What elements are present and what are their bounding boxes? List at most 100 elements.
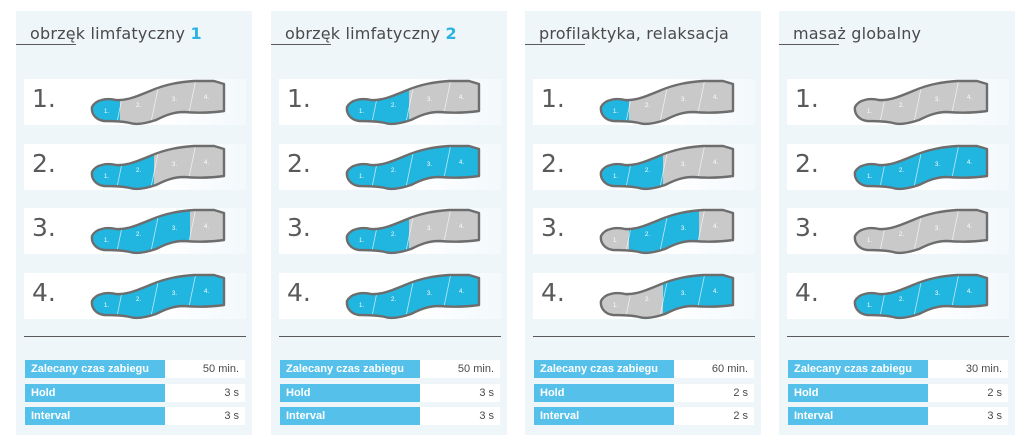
parameters-divider: [279, 336, 501, 337]
program-panel: profilaktyka, relaksacja 1. 1. 2. 3. 4. 2. 1. 2…: [525, 11, 761, 435]
zone-label: 3.: [681, 97, 686, 103]
zone-label: 1.: [104, 238, 109, 244]
parameter-value: 30 min.: [928, 360, 1008, 378]
sequence-step-row: 3. 1. 2. 3. 4.: [279, 208, 501, 255]
leg-outline: [90, 273, 226, 320]
leg-icon: 1. 2. 3. 4.: [90, 79, 226, 126]
zone-label: 4.: [967, 289, 972, 295]
zone-label: 2.: [899, 168, 904, 174]
zone-label: 1.: [613, 174, 618, 180]
panel-title-number: 1: [190, 24, 202, 43]
leg-icon: 1. 2. 3. 4.: [599, 144, 735, 191]
zone-label: 3.: [172, 226, 177, 232]
zone-label: 3.: [681, 162, 686, 168]
leg-icon: 1. 2. 3. 4.: [345, 273, 481, 320]
sequence-step-row: 2. 1. 2. 3. 4.: [787, 144, 1009, 191]
leg-zone: [699, 275, 733, 318]
program-panel: obrzęk limfatyczny 2 1. 1. 2. 3. 4. 2. 1. 2. 3. 4.…: [271, 11, 507, 435]
step-number: 2.: [795, 149, 819, 178]
step-number: 4.: [795, 278, 819, 307]
step-number: 2.: [287, 149, 311, 178]
leg-icon: 1. 2. 3. 4.: [853, 144, 989, 191]
leg-icon: 1. 2. 3. 4.: [345, 79, 481, 126]
panel-title-number: 2: [445, 24, 457, 43]
zone-label: 3.: [935, 291, 940, 297]
sequence-step-row: 3. 1. 2. 3. 4.: [533, 208, 755, 255]
step-number: 3.: [795, 213, 819, 242]
step-number: 3.: [287, 213, 311, 242]
leg-outline: [853, 273, 989, 320]
zone-label: 4.: [713, 95, 718, 101]
parameters-divider: [24, 336, 246, 337]
zone-label: 3.: [935, 97, 940, 103]
parameter-row: Zalecany czas zabiegu 30 min.: [788, 360, 1008, 378]
parameter-row: Zalecany czas zabiegu 50 min.: [280, 360, 500, 378]
zone-label: 2.: [645, 297, 650, 303]
panel-title-text: obrzęk limfatyczny: [30, 24, 186, 43]
step-number: 4.: [541, 278, 565, 307]
zone-label: 2.: [136, 232, 141, 238]
zone-label: 3.: [172, 162, 177, 168]
leg-zone: [699, 81, 733, 124]
leg-zone: [190, 210, 224, 253]
step-number: 4.: [32, 278, 56, 307]
leg-zone: [190, 81, 224, 124]
zone-label: 4.: [204, 224, 209, 230]
leg-zone: [953, 146, 987, 189]
parameter-label: Zalecany czas zabiegu: [534, 360, 674, 378]
parameter-row: Interval 2 s: [534, 407, 754, 425]
leg-outline: [90, 208, 226, 255]
title-underline: [16, 44, 76, 45]
step-number: 2.: [32, 149, 56, 178]
parameter-value: 3 s: [420, 384, 500, 402]
parameter-label: Hold: [788, 384, 928, 402]
panel-title: masaż globalny: [793, 24, 921, 43]
sequence-step-row: 2. 1. 2. 3. 4.: [279, 144, 501, 191]
leg-outline: [90, 79, 226, 126]
parameter-value: 50 min.: [165, 360, 245, 378]
leg-zone: [953, 275, 987, 318]
sequence-step-row: 4. 1. 2. 3. 4.: [787, 273, 1009, 320]
leg-icon: 1. 2. 3. 4.: [90, 208, 226, 255]
leg-icon: 1. 2. 3. 4.: [599, 79, 735, 126]
zone-label: 2.: [645, 232, 650, 238]
zone-label: 2.: [391, 168, 396, 174]
leg-icon: 1. 2. 3. 4.: [90, 273, 226, 320]
leg-icon: 1. 2. 3. 4.: [853, 273, 989, 320]
leg-outline: [599, 144, 735, 191]
leg-zone: [699, 146, 733, 189]
parameter-value: 50 min.: [420, 360, 500, 378]
zone-label: 4.: [204, 95, 209, 101]
leg-outline: [853, 79, 989, 126]
zone-label: 2.: [899, 232, 904, 238]
parameter-value: 3 s: [420, 407, 500, 425]
parameter-row: Hold 2 s: [788, 384, 1008, 402]
zone-label: 2.: [899, 103, 904, 109]
sequence-step-row: 1. 1. 2. 3. 4.: [787, 79, 1009, 126]
program-panel: masaż globalny 1. 1. 2. 3. 4. 2. 1. 2. 3. 4. 3. 1. 2…: [779, 11, 1015, 435]
parameters-divider: [787, 336, 1009, 337]
sequence-step-row: 4. 1. 2. 3. 4.: [279, 273, 501, 320]
step-number: 1.: [287, 84, 311, 113]
parameter-label: Zalecany czas zabiegu: [25, 360, 165, 378]
leg-icon: 1. 2. 3. 4.: [90, 144, 226, 191]
zone-label: 3.: [172, 97, 177, 103]
zone-label: 4.: [713, 289, 718, 295]
zone-label: 2.: [136, 168, 141, 174]
zone-label: 4.: [204, 289, 209, 295]
parameter-row: Interval 3 s: [788, 407, 1008, 425]
zone-label: 1.: [104, 303, 109, 309]
leg-zone: [445, 275, 479, 318]
zone-label: 3.: [681, 226, 686, 232]
zone-label: 4.: [967, 224, 972, 230]
zone-label: 1.: [359, 303, 364, 309]
zone-label: 3.: [935, 162, 940, 168]
leg-icon: 1. 2. 3. 4.: [345, 144, 481, 191]
step-number: 1.: [32, 84, 56, 113]
parameter-label: Interval: [534, 407, 674, 425]
parameter-row: Hold 3 s: [25, 384, 245, 402]
parameter-value: 2 s: [928, 384, 1008, 402]
leg-outline: [599, 208, 735, 255]
leg-icon: 1. 2. 3. 4.: [345, 208, 481, 255]
panel-title-text: obrzęk limfatyczny: [285, 24, 441, 43]
